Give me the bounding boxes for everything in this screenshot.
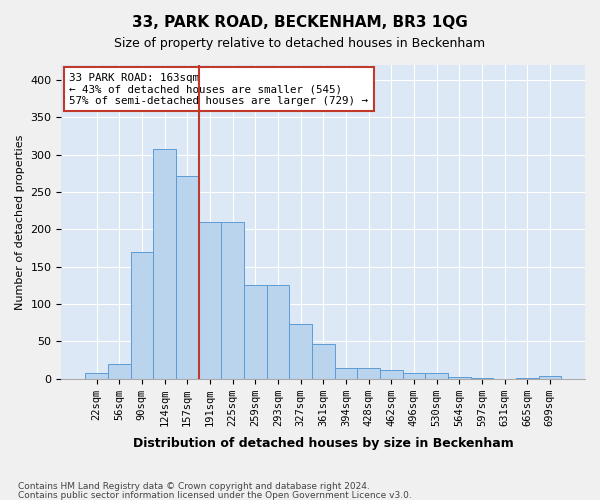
Bar xyxy=(108,364,131,378)
Text: 33, PARK ROAD, BECKENHAM, BR3 1QG: 33, PARK ROAD, BECKENHAM, BR3 1QG xyxy=(132,15,468,30)
Bar xyxy=(312,344,335,378)
Bar xyxy=(85,374,108,378)
Text: Size of property relative to detached houses in Beckenham: Size of property relative to detached ho… xyxy=(115,38,485,51)
Bar xyxy=(266,286,289,378)
Bar xyxy=(380,370,403,378)
Bar xyxy=(403,372,425,378)
Y-axis label: Number of detached properties: Number of detached properties xyxy=(15,134,25,310)
Bar xyxy=(539,376,561,378)
Bar xyxy=(425,372,448,378)
Bar xyxy=(221,222,244,378)
Bar xyxy=(199,222,221,378)
X-axis label: Distribution of detached houses by size in Beckenham: Distribution of detached houses by size … xyxy=(133,437,514,450)
Bar xyxy=(357,368,380,378)
Bar xyxy=(289,324,312,378)
Bar xyxy=(153,150,176,378)
Text: Contains HM Land Registry data © Crown copyright and database right 2024.: Contains HM Land Registry data © Crown c… xyxy=(18,482,370,491)
Bar xyxy=(244,286,266,378)
Bar xyxy=(131,252,153,378)
Text: Contains public sector information licensed under the Open Government Licence v3: Contains public sector information licen… xyxy=(18,490,412,500)
Bar xyxy=(176,176,199,378)
Bar xyxy=(335,368,357,378)
Text: 33 PARK ROAD: 163sqm
← 43% of detached houses are smaller (545)
57% of semi-deta: 33 PARK ROAD: 163sqm ← 43% of detached h… xyxy=(69,73,368,106)
Bar xyxy=(448,377,470,378)
